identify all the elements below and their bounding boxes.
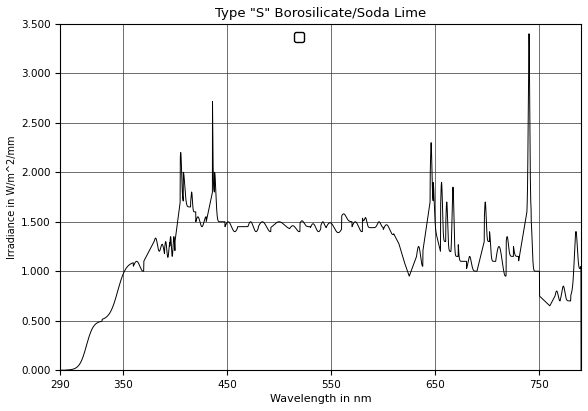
Y-axis label: Irradiance in W/m^2/mm: Irradiance in W/m^2/mm bbox=[7, 135, 17, 259]
Title: Type "S" Borosilicate/Soda Lime: Type "S" Borosilicate/Soda Lime bbox=[215, 7, 426, 20]
X-axis label: Wavelength in nm: Wavelength in nm bbox=[270, 394, 372, 404]
Legend:  bbox=[295, 32, 304, 42]
